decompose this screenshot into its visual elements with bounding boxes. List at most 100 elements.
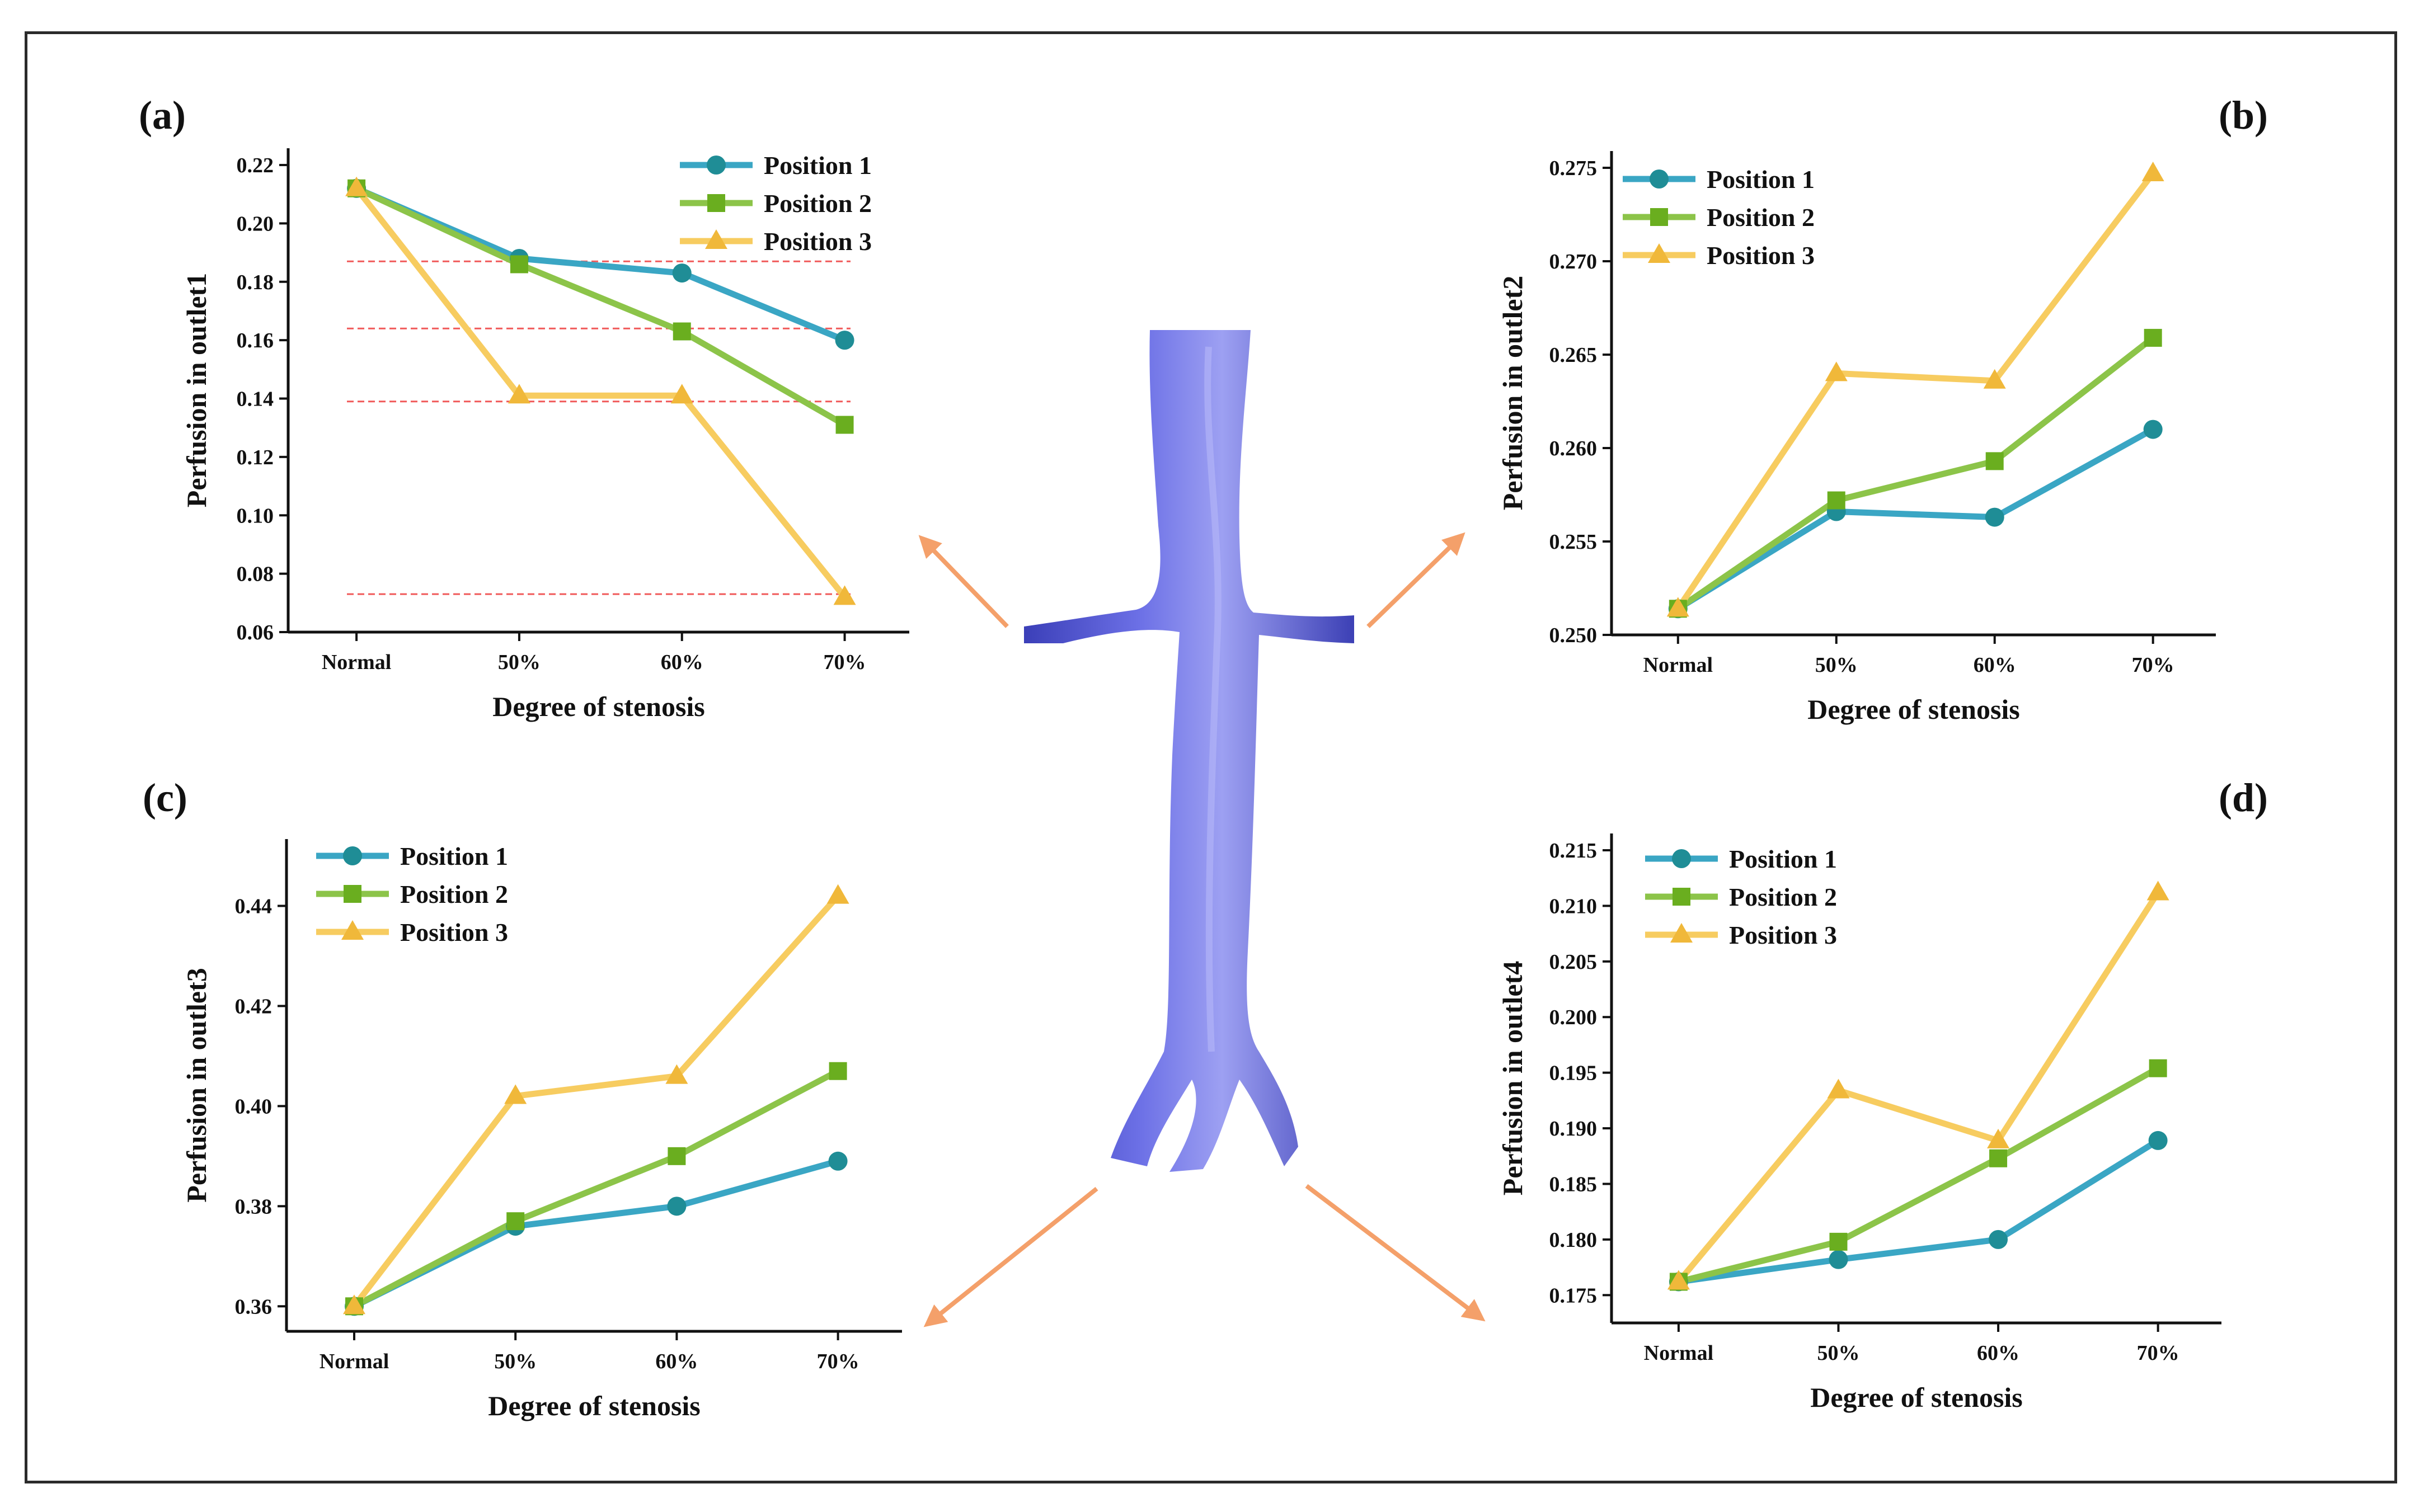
legend-marker [1673, 888, 1690, 906]
x-axis-title: Degree of stenosis [1810, 1382, 2023, 1413]
data-point [833, 585, 856, 605]
data-point [828, 1151, 848, 1171]
data-point [1989, 1149, 2008, 1167]
x-tick-label: 70% [824, 651, 866, 674]
data-point [2146, 880, 2169, 901]
legend-marker [1648, 243, 1670, 263]
y-tick-label: 0.175 [1549, 1284, 1598, 1307]
data-point [670, 384, 693, 404]
y-tick-label: 0.195 [1549, 1062, 1598, 1085]
legend-marker [707, 156, 726, 175]
y-tick-label: 0.265 [1549, 343, 1598, 367]
y-tick-label: 0.255 [1549, 530, 1598, 554]
y-tick-label: 0.08 [237, 563, 274, 586]
x-tick-label: 70% [817, 1350, 859, 1373]
y-tick-label: 0.260 [1549, 437, 1598, 460]
x-tick-label: 60% [661, 651, 703, 674]
data-point [835, 416, 854, 434]
data-point [1829, 1232, 1848, 1251]
data-point [668, 1147, 686, 1165]
legend-entry: Position 1 [1645, 845, 1837, 873]
y-axis-title: Perfusion in outlet2 [1497, 276, 1528, 510]
y-tick-label: 0.190 [1549, 1117, 1598, 1141]
panel-label: (c) [143, 775, 187, 820]
data-point [667, 1197, 687, 1216]
y-axis-title: Perfusion in outlet4 [1497, 961, 1528, 1195]
legend-entry: Position 2 [1623, 203, 1815, 232]
y-axis-title: Perfusion in outlet3 [181, 968, 212, 1202]
x-tick-label: 50% [1817, 1341, 1859, 1365]
y-tick-label: 0.22 [237, 154, 274, 177]
series-line [1676, 426, 2155, 611]
y-tick-label: 0.275 [1549, 157, 1598, 180]
x-tick-label: 50% [494, 1350, 537, 1373]
legend-marker [341, 920, 364, 940]
y-axis-title: Perfusion in outlet1 [181, 273, 212, 507]
vessel-3d-model-icon [1024, 330, 1354, 1172]
y-tick-label: 0.36 [235, 1295, 273, 1318]
data-point [1825, 361, 1848, 381]
legend-label: Position 1 [764, 151, 872, 180]
data-point [1666, 597, 1689, 617]
y-tick-label: 0.40 [235, 1095, 273, 1118]
series-line [354, 186, 847, 599]
data-point [1989, 1230, 2008, 1249]
x-tick-label: 50% [498, 651, 541, 674]
legend-entry: Position 2 [680, 189, 872, 218]
x-tick-label: 60% [1974, 653, 2016, 677]
legend-entry: Position 2 [316, 880, 508, 908]
data-point [504, 1084, 527, 1104]
arrow-to-c [923, 1186, 1098, 1327]
series-line [353, 1068, 840, 1310]
data-point [1985, 452, 2004, 470]
data-point [672, 263, 692, 283]
series-line [353, 1158, 839, 1310]
y-tick-label: 0.18 [237, 271, 274, 294]
x-tick-label: 60% [655, 1350, 698, 1373]
legend-label: Position 3 [1707, 241, 1815, 270]
x-tick-label: Normal [1643, 653, 1713, 677]
data-point [2149, 1059, 2167, 1077]
x-tick-label: Normal [320, 1350, 389, 1373]
x-axis-title: Degree of stenosis [492, 691, 705, 722]
data-point [835, 331, 854, 350]
y-tick-label: 0.14 [237, 388, 274, 411]
arrow-to-a [918, 535, 1009, 628]
legend-entry: Position 1 [1623, 165, 1815, 194]
legend-label: Position 2 [764, 189, 872, 218]
legend-label: Position 2 [1707, 203, 1815, 232]
panel-label: (b) [2219, 93, 2268, 138]
data-point [1985, 507, 2004, 527]
legend-entry: Position 1 [680, 151, 872, 180]
legend-label: Position 1 [1707, 165, 1815, 194]
series-line [351, 893, 840, 1308]
legend-marker [1650, 169, 1669, 189]
data-point [1983, 369, 2006, 389]
y-tick-label: 0.38 [235, 1195, 273, 1218]
data-point [829, 1062, 847, 1080]
data-point [2143, 420, 2163, 439]
y-tick-label: 0.250 [1549, 624, 1598, 647]
data-point [2144, 328, 2162, 347]
series-line [1675, 171, 2156, 611]
arrow-to-d [1305, 1184, 1486, 1322]
x-tick-label: 70% [2132, 653, 2174, 677]
data-point [1827, 491, 1845, 510]
y-tick-label: 0.185 [1549, 1172, 1598, 1196]
chart-panel-d: (d) 0.175 0.180 0.185 0.190 0.195 0.200 0.205 0.… [1497, 775, 2268, 1413]
y-tick-label: 0.205 [1549, 950, 1598, 974]
y-tick-label: 0.210 [1549, 894, 1598, 918]
chart-panel-c: (c) 0.36 0.38 0.40 0.42 0.44 Normal 50% 60% 70% De… [143, 775, 902, 1421]
y-tick-label: 0.10 [237, 504, 274, 527]
legend-marker [1650, 208, 1668, 226]
legend-marker [1670, 923, 1693, 943]
data-point [2148, 1131, 2168, 1150]
arrow-to-b [1366, 532, 1465, 628]
chart-panel-b: (b) 0.250 0.255 0.260 0.265 0.270 0.275 Normal 5… [1497, 93, 2268, 725]
legend-label: Position 2 [400, 880, 508, 908]
y-tick-label: 0.20 [237, 212, 274, 235]
data-point [343, 1294, 365, 1315]
y-tick-label: 0.06 [237, 621, 274, 644]
data-point [510, 255, 528, 274]
